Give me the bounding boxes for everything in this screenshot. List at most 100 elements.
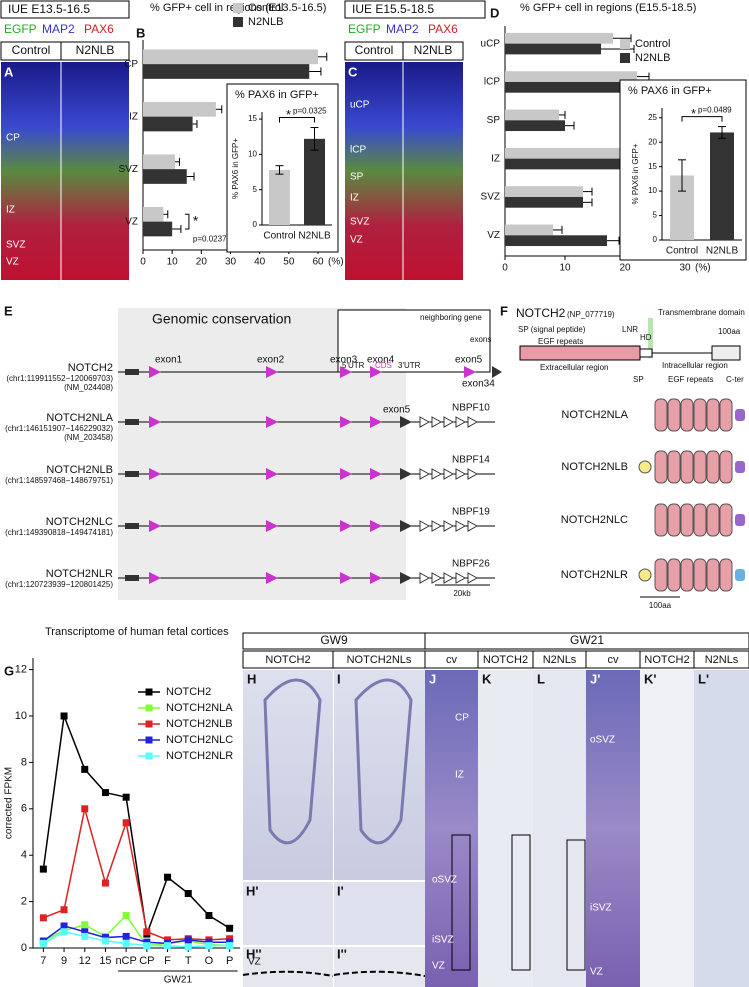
- panel-letter: D: [490, 5, 499, 20]
- egf: [654, 450, 668, 484]
- error-bar: [310, 127, 319, 151]
- y-tick-label: 12: [15, 664, 27, 676]
- inset-box: [451, 834, 471, 971]
- tm: Transmembrane domain: [658, 308, 745, 317]
- error-bar: [613, 34, 632, 43]
- egf: [693, 558, 707, 592]
- cter: [735, 461, 745, 473]
- egf: [680, 503, 694, 537]
- stain: EGFP: [348, 22, 381, 36]
- legend-label: NOTCH2: [166, 686, 211, 698]
- x-tick-label: P: [226, 955, 233, 967]
- marker: [143, 942, 151, 950]
- nbpf: NBPF26: [452, 559, 490, 570]
- legend-label: N2NLB: [248, 16, 283, 28]
- gene-name: NOTCH2NLA: [46, 412, 113, 424]
- exon: [455, 572, 467, 584]
- marker: [226, 924, 234, 932]
- y-tick-label: VZ: [487, 230, 500, 241]
- panel-letter: K': [644, 671, 656, 686]
- panel-letter: I: [337, 671, 341, 686]
- region: CP: [6, 133, 20, 144]
- label: LNR: [622, 325, 638, 334]
- egf: [667, 503, 681, 537]
- column: N2NLB: [76, 43, 115, 57]
- protein-name: NOTCH2NLR: [561, 569, 628, 581]
- column: Control: [355, 43, 394, 57]
- exon-label: exon3: [330, 355, 358, 366]
- error-bar: [275, 165, 284, 175]
- exon: [340, 416, 352, 428]
- exon-label: exon4: [367, 355, 395, 366]
- x-tick-label: T: [185, 955, 192, 967]
- exon: [370, 572, 382, 584]
- y-tick-label: 10: [15, 710, 27, 722]
- bar: [143, 116, 193, 132]
- cter: [735, 409, 745, 421]
- legend-swatch: [233, 17, 243, 27]
- y-tick-label: SVZ: [119, 164, 138, 175]
- exon: [370, 366, 382, 378]
- egf: [654, 398, 668, 432]
- region: VZ: [350, 235, 363, 246]
- annotation: p=0.0325: [293, 107, 327, 116]
- bar: [505, 120, 565, 132]
- y-tick-label: 25: [648, 113, 657, 122]
- sp: [638, 568, 652, 582]
- bar: [505, 186, 583, 197]
- exon-label: exon2: [257, 355, 285, 366]
- x-tick-label: 12: [79, 955, 91, 967]
- exon: [340, 520, 352, 532]
- marker: [164, 942, 172, 950]
- exon: [443, 416, 455, 428]
- col-box: [60, 41, 130, 61]
- y-tick-label: 8: [21, 756, 27, 768]
- bar: [143, 64, 310, 79]
- boundary: [242, 970, 426, 977]
- legend-label: NOTCH2NLB: [166, 718, 233, 730]
- error-bar: [678, 159, 686, 192]
- x-tick-label: 15: [99, 955, 111, 967]
- bar: [505, 158, 643, 170]
- x-tick-label: 10: [559, 263, 571, 274]
- bar: [304, 138, 325, 225]
- gene-ref: (NM_024408): [64, 383, 113, 392]
- gene-coords: (chr1:119911552−120069703): [6, 374, 113, 383]
- bar: [505, 147, 673, 159]
- error-bar: [559, 110, 566, 119]
- legend-label: N2NLB: [635, 52, 670, 64]
- exon-label: exon34: [462, 379, 495, 390]
- marker: [164, 873, 172, 881]
- egf: [693, 398, 707, 432]
- y-axis-label: % PAX6 in GFP+: [231, 138, 240, 199]
- exon-label: exon1: [155, 355, 183, 366]
- exon: [443, 520, 455, 532]
- y-tick-label: IZ: [129, 111, 138, 122]
- marker: [60, 906, 68, 914]
- y-tick-label: 5: [253, 185, 258, 194]
- error-bar: [583, 187, 593, 196]
- exon: [266, 468, 278, 480]
- y-tick-label: CP: [124, 59, 138, 70]
- exon: [419, 520, 431, 532]
- x-unit: (%): [328, 257, 344, 268]
- legend-swatch: [233, 3, 243, 13]
- marker: [101, 879, 109, 887]
- utr: [125, 523, 139, 529]
- label: HD: [640, 333, 652, 342]
- error-bar: [718, 126, 726, 139]
- utr: [125, 575, 139, 581]
- marker: [60, 712, 68, 720]
- x-tick-label: 60: [312, 257, 324, 268]
- label: EGF repeats: [668, 375, 713, 384]
- x-tick-label: N2NLB: [298, 231, 331, 242]
- marker: [184, 936, 192, 944]
- region: IZ: [455, 770, 464, 781]
- bar: [269, 169, 290, 225]
- panel-letter: B: [136, 25, 145, 40]
- bar: [505, 235, 607, 247]
- annotation: *: [691, 106, 696, 121]
- image: [586, 670, 640, 987]
- marker: [205, 912, 213, 920]
- y-axis-label: corrected FPKM: [4, 767, 15, 839]
